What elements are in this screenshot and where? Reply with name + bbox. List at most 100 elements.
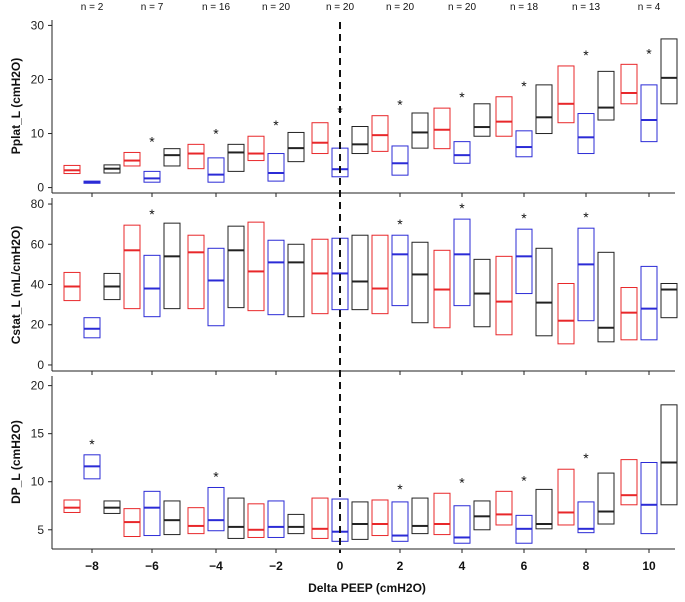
- box-dp-2-s2: [227, 497, 245, 539]
- x-tick-labels: −8 −6 −4 −2 0 2 4 6 8 10: [85, 559, 656, 573]
- box-dp-1-s2: [163, 500, 181, 536]
- significance-star-dp-7: *: [521, 472, 527, 488]
- n-label-5: n = 20: [386, 2, 415, 13]
- box-pplat-3-s0: [247, 135, 265, 162]
- box-cstat-3-s1: [267, 239, 285, 316]
- box-pplat-9-s0: [620, 63, 638, 105]
- box-pplat-9-s2: [660, 38, 678, 105]
- significance-star-cstat-6: *: [459, 200, 465, 216]
- x-tick-label-1: −6: [145, 559, 159, 573]
- n-label-9: n = 4: [638, 2, 661, 13]
- y-tick-label-pplat-3: 30: [31, 18, 45, 32]
- n-label-0: n = 2: [81, 2, 104, 13]
- x-tick-label-0: −8: [85, 559, 99, 573]
- y-tick-label-dp-1: 10: [31, 475, 45, 489]
- box-pplat-3-s1: [267, 153, 285, 182]
- box-dp-5-s2: [411, 497, 429, 535]
- box-dp-4-s0: [311, 497, 329, 539]
- box-dp-8-s1: [577, 501, 595, 534]
- box-dp-5-s1: [391, 501, 409, 542]
- significance-star-pplat-2: *: [213, 125, 219, 141]
- box-cstat-7-s2: [535, 247, 553, 337]
- significance-star-pplat-3: *: [273, 117, 279, 133]
- box-pplat-3-s2: [287, 131, 305, 163]
- box-cstat-3-s2: [287, 243, 305, 318]
- significance-star-cstat-7: *: [521, 210, 527, 226]
- box-dp-9-s0: [620, 459, 638, 506]
- n-label-7: n = 18: [510, 2, 539, 13]
- n-label-2: n = 16: [202, 2, 231, 13]
- box-cstat-8-s2: [597, 251, 615, 343]
- x-tick-label-4: 0: [337, 559, 344, 573]
- x-axis-label: Delta PEEP (cmH2O): [308, 581, 426, 595]
- box-pplat-4-s2: [351, 126, 369, 155]
- significance-star-cstat-1: *: [149, 206, 155, 222]
- box-pplat-7-s0: [495, 96, 513, 137]
- significance-star-dp-6: *: [459, 474, 465, 490]
- y-tick-label-pplat-0: 0: [37, 181, 44, 195]
- box-dp-3-s0: [247, 503, 265, 538]
- dp-panel: 5 10 15 20 * * * * * *: [31, 375, 678, 553]
- box-cstat-6-s1: [453, 218, 471, 307]
- box-pplat-8-s1: [577, 113, 595, 155]
- box-dp-8-s0: [557, 468, 575, 526]
- box-pplat-2-s0: [187, 143, 205, 170]
- significance-star-pplat-9: *: [646, 45, 652, 61]
- y-tick-label-pplat-1: 10: [31, 127, 45, 141]
- box-dp-2-s0: [187, 507, 205, 535]
- y-axis-label-dp: DP_L (cmH2O): [9, 420, 23, 504]
- box-cstat-1-s1: [143, 254, 161, 318]
- box-pplat-2-s2: [227, 143, 245, 172]
- y-tick-label-cstat-3: 60: [31, 237, 45, 251]
- y-axis-label-pplat: Pplat_L (cmH2O): [9, 58, 23, 154]
- box-pplat-5-s0: [371, 115, 389, 152]
- y-tick-label-cstat-4: 80: [31, 197, 45, 211]
- box-dp-7-s2: [535, 488, 553, 530]
- box-cstat-3-s0: [247, 221, 265, 312]
- box-dp-9-s2: [660, 404, 678, 506]
- box-dp-2-s1: [207, 486, 225, 532]
- box-pplat-5-s1: [391, 145, 409, 176]
- y-axis-label-cstat: Cstat_L (mL/cmH2O): [9, 226, 23, 344]
- box-pplat-6-s1: [453, 141, 471, 164]
- cstat-panel: 0 20 40 60 80 * * * * *: [31, 197, 678, 375]
- x-tick-label-7: 6: [521, 559, 528, 573]
- y-tick-label-cstat-2: 40: [31, 278, 45, 292]
- box-pplat-4-s0: [311, 122, 329, 155]
- significance-star-dp-8: *: [583, 450, 589, 466]
- box-cstat-2-s1: [207, 247, 225, 327]
- box-dp-0-s0: [63, 499, 81, 513]
- box-pplat-6-s2: [473, 103, 491, 137]
- box-dp-1-s1: [143, 490, 161, 537]
- x-tick-label-2: −4: [209, 559, 223, 573]
- significance-star-cstat-5: *: [397, 216, 403, 232]
- significance-star-pplat-8: *: [583, 47, 589, 63]
- x-tick-label-6: 4: [459, 559, 466, 573]
- n-label-1: n = 7: [141, 2, 164, 13]
- significance-star-dp-5: *: [397, 481, 403, 497]
- box-pplat-2-s1: [207, 157, 225, 183]
- box-cstat-9-s0: [620, 287, 638, 341]
- x-tick-label-3: −2: [269, 559, 283, 573]
- significance-star-pplat-1: *: [149, 133, 155, 149]
- box-cstat-5-s1: [391, 234, 409, 307]
- box-dp-9-s1: [640, 462, 658, 535]
- significance-star-pplat-6: *: [459, 89, 465, 105]
- box-pplat-1-s1: [143, 170, 161, 183]
- box-dp-3-s2: [287, 513, 305, 535]
- n-label-6: n = 20: [448, 2, 477, 13]
- box-cstat-2-s2: [227, 225, 245, 309]
- box-pplat-9-s1: [640, 84, 658, 143]
- box-cstat-5-s0: [371, 234, 389, 315]
- box-dp-5-s0: [371, 499, 389, 537]
- x-tick-label-9: 10: [642, 559, 656, 573]
- box-cstat-9-s1: [640, 265, 658, 341]
- y-tick-label-dp-0: 5: [37, 523, 44, 537]
- box-cstat-1-s0: [123, 224, 141, 310]
- box-pplat-1-s2: [163, 148, 181, 167]
- box-cstat-9-s2: [660, 282, 678, 319]
- x-tick-label-8: 8: [583, 559, 590, 573]
- n-label-8: n = 13: [572, 2, 601, 13]
- n-label-3: n = 20: [262, 2, 291, 13]
